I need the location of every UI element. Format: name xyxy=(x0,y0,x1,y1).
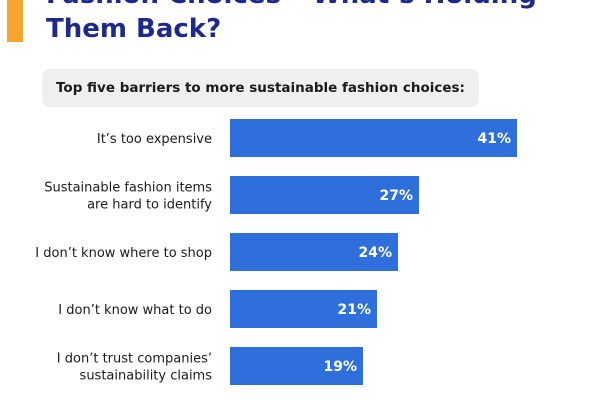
bar xyxy=(230,233,398,271)
category-label: I don’t know where to shop xyxy=(35,246,212,261)
bar-value-label: 27% xyxy=(379,188,413,204)
bar xyxy=(230,119,517,157)
title-line-1: Fashion Choices – What’s Holding xyxy=(46,0,537,12)
bar xyxy=(230,290,377,328)
bar-value-label: 41% xyxy=(477,131,511,147)
category-label: Sustainable fashion items xyxy=(44,181,212,196)
bar-value-label: 21% xyxy=(337,302,371,318)
title-line-2: Them Back? xyxy=(46,14,222,44)
category-label: are hard to identify xyxy=(87,198,212,213)
category-label: It’s too expensive xyxy=(97,132,212,147)
category-label: sustainability claims xyxy=(80,369,213,384)
bar xyxy=(230,347,363,385)
category-label: I don’t know what to do xyxy=(58,303,212,318)
title-accent-bar xyxy=(7,0,23,42)
bar xyxy=(230,176,419,214)
category-label: I don’t trust companies’ xyxy=(57,352,212,367)
chart-subtitle: Top five barriers to more sustainable fa… xyxy=(42,69,479,107)
page-title: Fashion Choices – What’s Holding Them Ba… xyxy=(46,0,537,46)
bar-value-label: 24% xyxy=(358,245,392,261)
bar-value-label: 19% xyxy=(323,359,357,375)
